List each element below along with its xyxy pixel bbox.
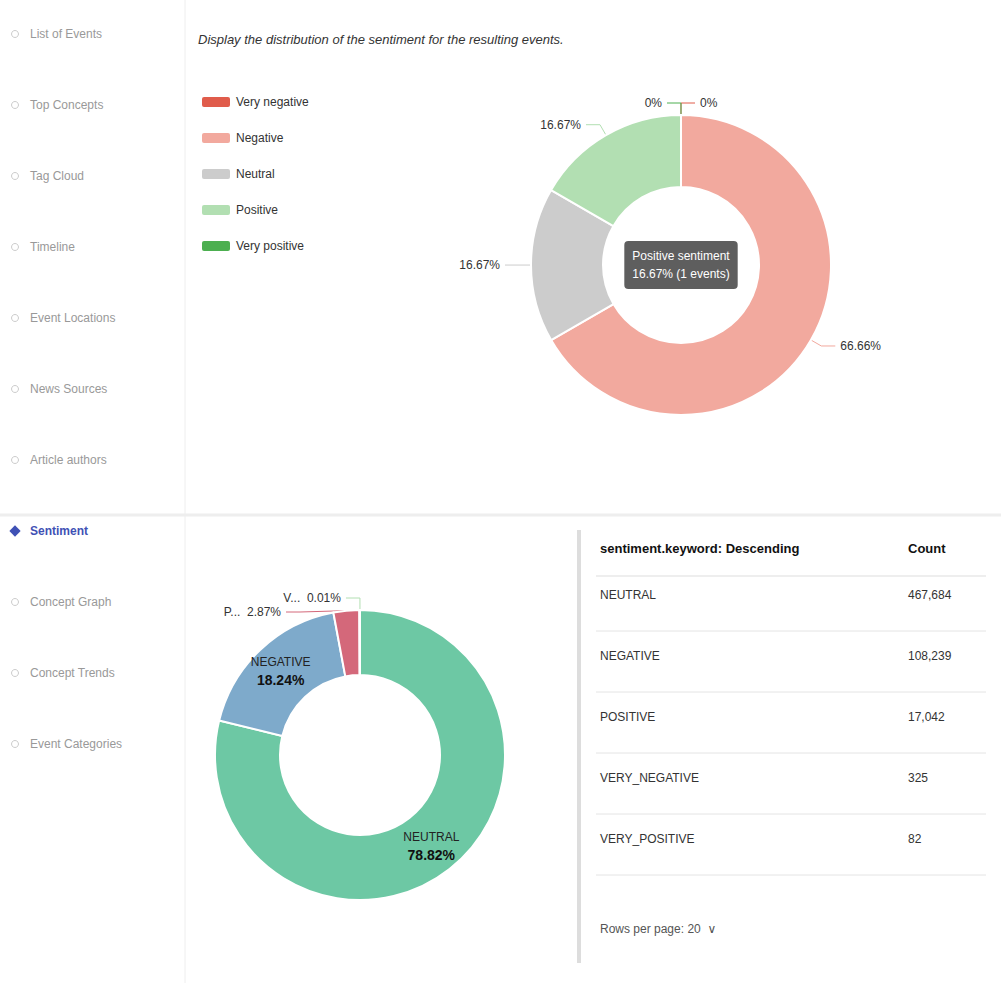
svg-text:16.67%: 16.67%: [459, 258, 500, 272]
svg-text:17,042: 17,042: [908, 710, 945, 724]
svg-text:Article authors: Article authors: [30, 453, 107, 467]
svg-text:NEGATIVE: NEGATIVE: [600, 649, 660, 663]
svg-text:16.67% (1 events): 16.67% (1 events): [632, 267, 729, 281]
svg-text:Concept Graph: Concept Graph: [30, 595, 111, 609]
svg-text:Count: Count: [908, 541, 946, 556]
svg-text:VERY_NEGATIVE: VERY_NEGATIVE: [600, 771, 699, 785]
svg-text:82: 82: [908, 832, 922, 846]
svg-text:Very positive: Very positive: [236, 239, 304, 253]
svg-text:467,684: 467,684: [908, 588, 952, 602]
svg-text:V... 0.01%: V... 0.01%: [283, 591, 341, 605]
svg-text:Tag Cloud: Tag Cloud: [30, 169, 84, 183]
svg-text:P... 2.87%: P... 2.87%: [224, 605, 281, 619]
svg-text:Negative: Negative: [236, 131, 284, 145]
svg-text:List of Events: List of Events: [30, 27, 102, 41]
svg-text:Event Categories: Event Categories: [30, 737, 122, 751]
svg-text:POSITIVE: POSITIVE: [600, 710, 655, 724]
svg-text:Very negative: Very negative: [236, 95, 309, 109]
svg-text:Concept Trends: Concept Trends: [30, 666, 115, 680]
svg-text:108,239: 108,239: [908, 649, 952, 663]
svg-text:Sentiment: Sentiment: [30, 524, 88, 538]
svg-text:NEGATIVE: NEGATIVE: [251, 655, 311, 669]
svg-text:Positive sentiment: Positive sentiment: [632, 249, 730, 263]
svg-text:NEUTRAL: NEUTRAL: [403, 830, 459, 844]
svg-text:18.24%: 18.24%: [257, 672, 305, 688]
svg-text:Positive: Positive: [236, 203, 278, 217]
svg-text:Top Concepts: Top Concepts: [30, 98, 103, 112]
svg-text:sentiment.keyword: Descending: sentiment.keyword: Descending: [600, 541, 799, 556]
svg-text:Event Locations: Event Locations: [30, 311, 115, 325]
svg-text:VERY_POSITIVE: VERY_POSITIVE: [600, 832, 694, 846]
svg-text:Rows per page: 20 ∨: Rows per page: 20 ∨: [600, 922, 716, 936]
svg-text:325: 325: [908, 771, 928, 785]
svg-text:0%: 0%: [700, 96, 718, 110]
svg-text:66.66%: 66.66%: [840, 339, 881, 353]
svg-text:16.67%: 16.67%: [540, 118, 581, 132]
svg-text:Timeline: Timeline: [30, 240, 75, 254]
svg-text:78.82%: 78.82%: [408, 847, 456, 863]
svg-text:0%: 0%: [645, 96, 663, 110]
svg-text:News Sources: News Sources: [30, 382, 107, 396]
svg-text:NEUTRAL: NEUTRAL: [600, 588, 656, 602]
svg-text:Neutral: Neutral: [236, 167, 275, 181]
svg-text:Display the distribution of th: Display the distribution of the sentimen…: [198, 32, 564, 47]
